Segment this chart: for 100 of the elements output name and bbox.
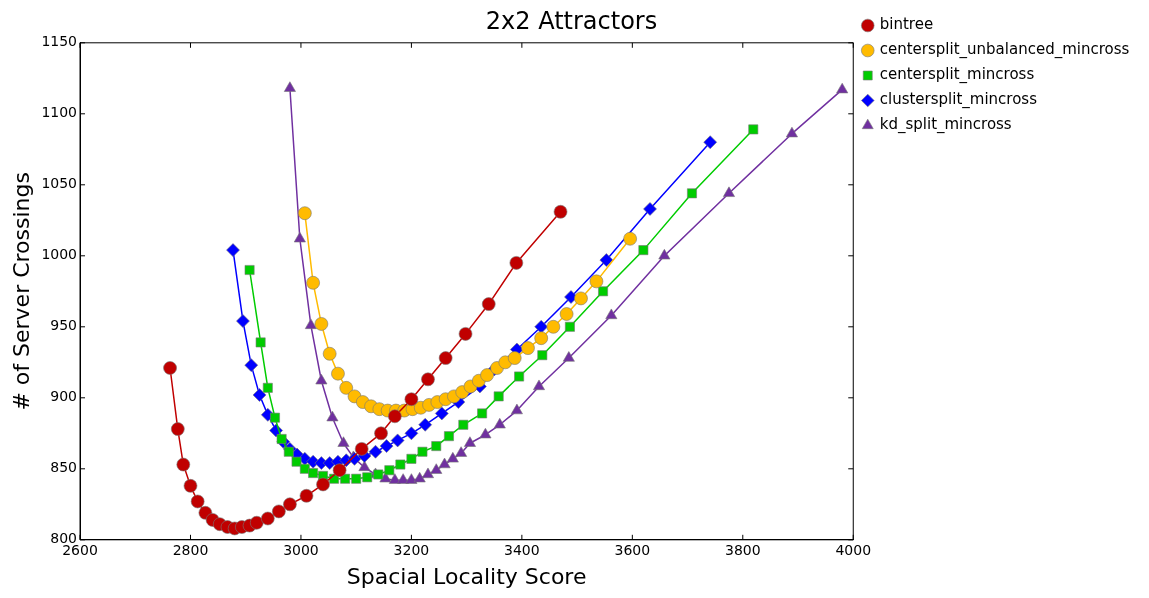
point [406, 453, 417, 464]
point [170, 422, 185, 436]
point [479, 427, 492, 439]
point [395, 459, 406, 470]
point [480, 368, 494, 382]
point [397, 473, 410, 484]
point [658, 249, 671, 260]
point [362, 472, 373, 483]
point [537, 350, 548, 361]
point [477, 408, 487, 419]
point [413, 471, 426, 483]
point [623, 231, 637, 246]
x-tick-label: 3200 [393, 541, 430, 558]
point [562, 351, 575, 362]
point [422, 467, 434, 479]
point [308, 468, 318, 478]
point [283, 497, 297, 512]
point [283, 81, 296, 92]
point [249, 515, 264, 530]
point [236, 314, 250, 328]
y-tick-label: 1000 [41, 246, 78, 263]
point [455, 446, 468, 457]
point [638, 245, 649, 256]
point [553, 204, 568, 219]
point [786, 126, 798, 138]
x-tick-label: 4000 [835, 541, 872, 558]
point [332, 463, 347, 478]
point [261, 511, 275, 526]
point [533, 379, 545, 390]
point [270, 412, 280, 423]
point [493, 391, 504, 402]
legend-label: kd_split_mincross [879, 115, 1012, 135]
point [521, 341, 535, 355]
point [559, 307, 574, 321]
point [534, 320, 548, 334]
point [458, 327, 473, 341]
point [299, 488, 314, 503]
point [316, 477, 330, 492]
point [384, 465, 395, 476]
point [446, 452, 459, 463]
legend-label: centersplit_mincross [879, 65, 1035, 85]
point [510, 403, 523, 415]
point [836, 82, 849, 94]
point [444, 431, 454, 442]
point [507, 351, 522, 365]
point [326, 410, 339, 422]
point [276, 434, 287, 444]
point [293, 231, 306, 243]
point [458, 419, 469, 430]
point [723, 186, 735, 197]
point [379, 439, 394, 453]
point [493, 417, 506, 429]
point [546, 320, 561, 334]
point [354, 442, 369, 456]
point [298, 206, 312, 220]
legend-label: clustersplit_mincross [879, 90, 1038, 110]
point [315, 373, 328, 385]
point [351, 473, 362, 484]
point [190, 494, 205, 509]
y-tick-label: 950 [50, 317, 78, 334]
point [226, 243, 240, 257]
point [176, 457, 191, 472]
point [438, 351, 453, 365]
point [643, 202, 657, 216]
point [337, 436, 350, 447]
x-tick-label: 3400 [504, 541, 540, 558]
point [252, 388, 267, 402]
point [514, 371, 524, 382]
point [314, 317, 329, 331]
point [244, 265, 255, 275]
x-tick-label: 3800 [724, 541, 761, 558]
point [605, 308, 618, 319]
y-tick-label: 1150 [41, 33, 78, 50]
point [598, 286, 608, 297]
point [687, 188, 697, 199]
point [534, 331, 548, 345]
point [283, 446, 294, 457]
y-axis-title: # of Server Crossings [8, 172, 34, 411]
point [262, 382, 273, 393]
point [373, 469, 384, 480]
point [374, 426, 388, 441]
point [272, 504, 286, 519]
point [509, 256, 524, 270]
point [390, 433, 405, 448]
point [255, 337, 266, 348]
y-tick-label: 850 [50, 459, 78, 476]
y-tick-label: 1100 [41, 104, 78, 121]
point [431, 441, 442, 451]
point [748, 124, 759, 135]
point [322, 346, 337, 361]
point [703, 135, 717, 149]
point [244, 358, 259, 372]
x-tick-label: 2800 [172, 541, 209, 558]
x-tick-label: 3600 [614, 541, 651, 558]
point [368, 444, 383, 459]
point [306, 275, 320, 290]
point [574, 291, 588, 306]
point [421, 372, 435, 387]
point [388, 409, 402, 424]
point [339, 381, 354, 395]
